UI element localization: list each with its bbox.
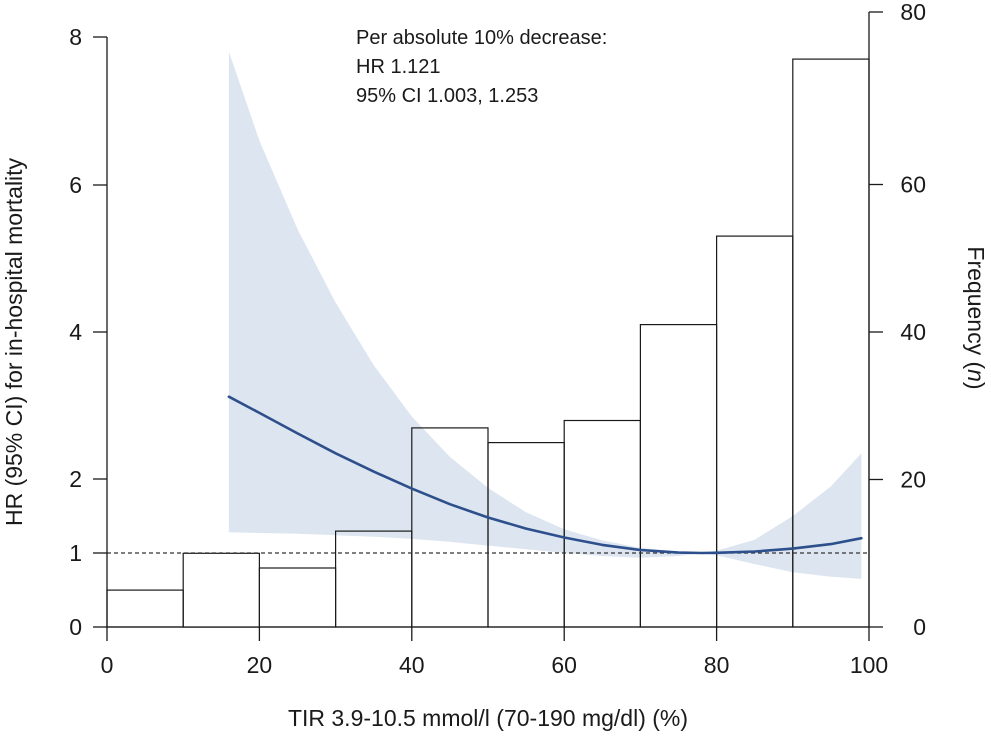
hr-curve xyxy=(227,395,863,555)
left-y-tick-label-3: 4 xyxy=(69,319,82,345)
left-y-tick-label-0: 0 xyxy=(69,614,82,640)
right-y-tick-label-2: 40 xyxy=(900,319,926,345)
ci-band xyxy=(228,51,862,579)
right-y-axis-title-italic: n xyxy=(963,369,989,382)
right-y-tick-label-0: 0 xyxy=(913,614,926,640)
left-y-axis-title: HR (95% CI) for in-hospital mortality xyxy=(1,157,27,526)
right-y-axis-title: Frequency (n) xyxy=(963,246,989,389)
left-y-tick-label-4: 6 xyxy=(69,172,82,198)
x-tick-label-4: 80 xyxy=(704,652,730,678)
left-y-tick-label-2: 2 xyxy=(69,466,82,492)
x-tick-label-5: 100 xyxy=(850,652,888,678)
x-tick-label-0: 0 xyxy=(101,652,114,678)
right-y-axis-title-prefix: Frequency ( xyxy=(963,246,989,369)
annotation-line-3: 95% CI 1.003, 1.253 xyxy=(356,85,538,107)
right-y-tick-label-3: 60 xyxy=(900,172,926,198)
x-tick-label-1: 20 xyxy=(247,652,273,678)
x-tick-label-3: 60 xyxy=(551,652,577,678)
x-axis-title: TIR 3.9-10.5 mmol/l (70-190 mg/dl) (%) xyxy=(288,705,688,731)
ci-band-layer xyxy=(228,51,862,579)
left-y-tick-label-1: 1 xyxy=(69,540,82,566)
annotation-line-2: HR 1.121 xyxy=(356,56,441,78)
right-y-tick-label-4: 80 xyxy=(900,0,926,25)
right-y-tick-label-1: 20 xyxy=(900,467,926,493)
x-tick-label-2: 40 xyxy=(399,652,425,678)
left-y-tick-label-5: 8 xyxy=(69,24,82,50)
hr-curve-layer xyxy=(227,395,863,555)
right-y-axis-title-suffix: ) xyxy=(963,382,989,390)
annotation-line-1: Per absolute 10% decrease: xyxy=(356,27,607,49)
